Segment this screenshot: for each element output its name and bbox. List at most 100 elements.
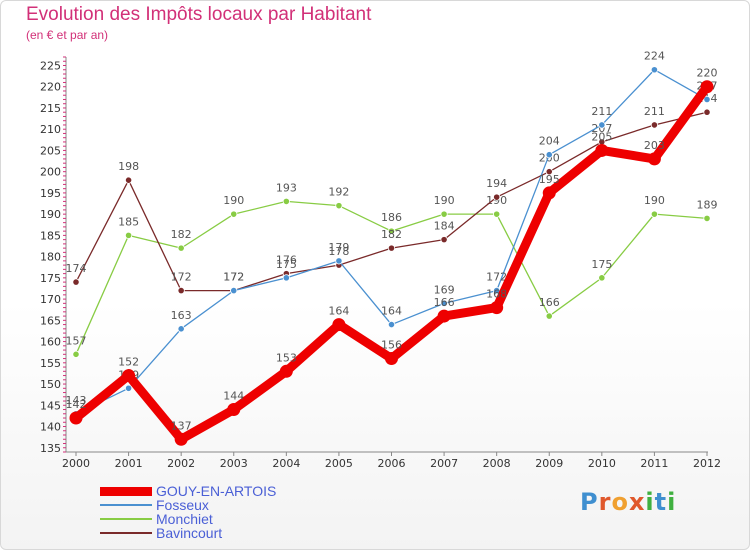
- data-label: 179: [328, 241, 349, 254]
- x-tick-label: 2004: [272, 457, 300, 470]
- legend-swatch-monchiet: [100, 518, 152, 520]
- data-label: 163: [171, 309, 192, 322]
- legend-item-bavincourt: Bavincourt: [100, 526, 360, 540]
- logo-letter: o: [611, 488, 629, 516]
- data-point: [69, 411, 83, 425]
- x-tick-label: 2012: [693, 457, 721, 470]
- data-point: [545, 151, 553, 159]
- y-tick-label: 215: [40, 102, 61, 115]
- data-label: 193: [276, 181, 297, 194]
- y-tick-label: 145: [40, 399, 61, 412]
- y-tick-label: 225: [40, 59, 61, 72]
- y-tick-label: 200: [40, 166, 61, 179]
- legend-item-monchiet: Monchiet: [100, 512, 360, 526]
- legend-label-bavincourt: Bavincourt: [156, 525, 223, 541]
- y-tick-label: 155: [40, 357, 61, 370]
- data-point: [282, 274, 290, 282]
- y-tick-label: 220: [40, 81, 61, 94]
- data-label: 152: [118, 356, 139, 369]
- data-label: 190: [434, 194, 455, 207]
- data-point: [387, 244, 396, 252]
- legend-item-fosseux: Fosseux: [100, 498, 360, 512]
- data-label: 190: [223, 194, 244, 207]
- x-tick-label: 2002: [167, 457, 195, 470]
- data-label: 156: [381, 339, 402, 352]
- y-tick-label: 210: [40, 123, 61, 136]
- data-point: [177, 325, 185, 333]
- legend-label-monchiet: Monchiet: [156, 511, 213, 527]
- series-line: [71, 82, 712, 444]
- data-label: 194: [486, 177, 507, 190]
- legend-swatch-bavincourt: [100, 532, 152, 534]
- y-tick-label: 185: [40, 229, 61, 242]
- data-label: 153: [276, 351, 297, 364]
- y-tick-label: 175: [40, 272, 61, 285]
- data-point: [703, 108, 711, 116]
- data-point: [493, 210, 501, 218]
- legend-swatch-gouy: [100, 487, 152, 496]
- data-label: 172: [171, 271, 192, 284]
- data-point: [387, 320, 396, 329]
- x-tick-label: 2007: [430, 457, 458, 470]
- data-point: [545, 312, 553, 320]
- data-label: 176: [276, 254, 297, 267]
- data-label: 164: [328, 305, 349, 318]
- y-tick-label: 160: [40, 336, 61, 349]
- x-tick-label: 2011: [640, 457, 668, 470]
- data-label: 164: [381, 305, 402, 318]
- chart-legend: GOUY-EN-ARTOIS Fosseux Monchiet Bavincou…: [100, 484, 360, 540]
- data-label: 198: [118, 160, 139, 173]
- logo-letter: r: [598, 488, 612, 516]
- data-label: 169: [434, 283, 455, 296]
- data-label: 142: [66, 398, 87, 411]
- data-point: [440, 299, 448, 307]
- data-label: 175: [276, 258, 297, 271]
- data-label: 172: [223, 271, 244, 284]
- data-label: 168: [486, 288, 507, 301]
- data-label: 175: [591, 258, 612, 271]
- y-tick-label: 150: [40, 378, 61, 391]
- y-tick-label: 190: [40, 208, 61, 221]
- x-tick-label: 2003: [220, 457, 248, 470]
- data-label: 174: [66, 262, 87, 275]
- logo-letter: P: [580, 488, 599, 516]
- data-point: [230, 287, 238, 295]
- data-label: 157: [66, 334, 87, 347]
- data-point: [598, 121, 606, 129]
- data-point: [387, 227, 396, 235]
- data-label: 178: [328, 245, 349, 258]
- data-label: 211: [591, 105, 612, 118]
- x-tick-label: 2005: [325, 457, 353, 470]
- data-point: [595, 143, 609, 157]
- series-line: [75, 111, 708, 292]
- chart-title: Evolution des Impôts locaux par Habitant: [26, 4, 372, 25]
- data-label: 186: [381, 211, 402, 224]
- data-label: 185: [118, 215, 139, 228]
- data-point: [332, 318, 346, 332]
- data-point: [124, 384, 133, 392]
- data-point: [177, 244, 185, 252]
- data-label: 205: [591, 130, 612, 143]
- data-point: [650, 66, 659, 74]
- data-point: [122, 369, 136, 383]
- data-label: 166: [539, 296, 560, 309]
- data-point: [174, 432, 188, 446]
- data-label: 192: [328, 186, 349, 199]
- data-point: [440, 236, 448, 244]
- data-point: [703, 95, 711, 104]
- data-point: [230, 210, 238, 218]
- data-point: [335, 257, 343, 265]
- data-point: [124, 231, 133, 239]
- data-point: [493, 193, 501, 201]
- x-tick-label: 2000: [62, 457, 90, 470]
- data-point: [227, 403, 241, 417]
- legend-swatch-fosseux: [100, 504, 152, 506]
- data-label: 203: [644, 139, 665, 152]
- y-tick-label: 170: [40, 293, 61, 306]
- data-label: 137: [171, 419, 192, 432]
- data-point: [542, 186, 556, 200]
- y-tick-label: 205: [40, 144, 61, 157]
- x-tick-label: 2010: [588, 457, 616, 470]
- x-tick-label: 2001: [115, 457, 143, 470]
- data-point: [72, 350, 80, 358]
